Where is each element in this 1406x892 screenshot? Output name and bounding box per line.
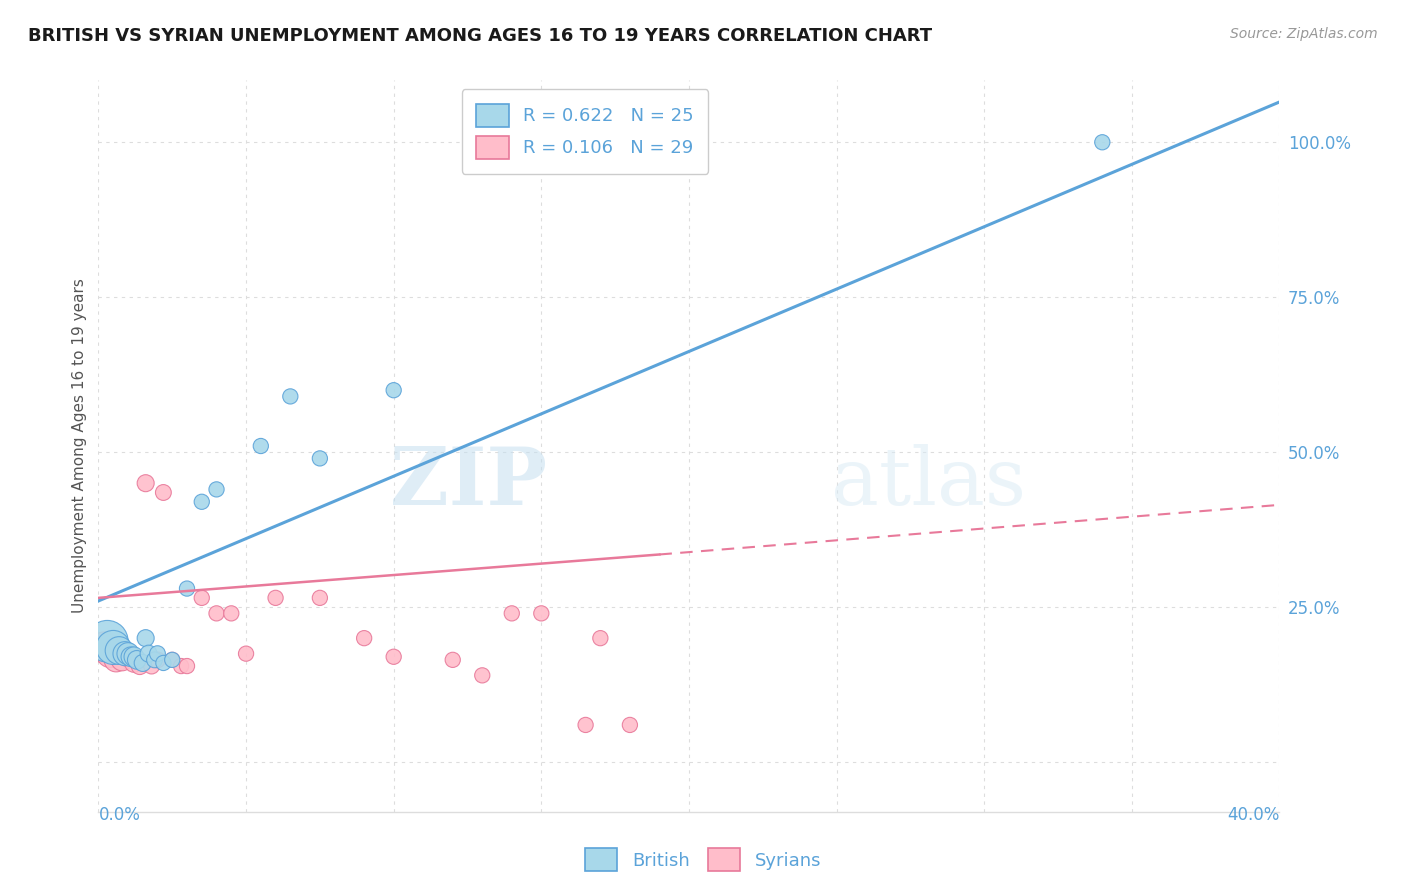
Point [205, 483, 228, 497]
Point [120, 649, 142, 664]
Point [176, 582, 198, 596]
Point [441, 653, 464, 667]
Point [250, 439, 273, 453]
Point [309, 591, 332, 605]
Point [382, 649, 405, 664]
Point [135, 631, 157, 645]
Point [128, 659, 150, 673]
Point [353, 631, 375, 645]
Text: ZIP: ZIP [391, 443, 547, 522]
Point [98, 647, 121, 661]
Point [589, 631, 612, 645]
Point [138, 647, 160, 661]
Point [152, 656, 174, 670]
Point [191, 495, 214, 509]
Point [152, 485, 174, 500]
Point [205, 607, 228, 621]
Point [108, 643, 131, 657]
Point [122, 649, 145, 664]
Point [132, 656, 155, 670]
Point [501, 607, 523, 621]
Point [135, 476, 157, 491]
Point [546, 135, 568, 149]
Text: 0.0%: 0.0% [98, 805, 141, 823]
Point [117, 647, 139, 661]
Point [170, 659, 193, 673]
Point [114, 647, 136, 661]
Point [125, 653, 148, 667]
Point [117, 649, 139, 664]
Text: atlas: atlas [831, 443, 1026, 522]
Point [146, 653, 169, 667]
Point [278, 389, 302, 403]
Point [309, 451, 332, 466]
Point [141, 659, 163, 673]
Text: 40.0%: 40.0% [1227, 805, 1279, 823]
Point [176, 659, 198, 673]
Point [530, 607, 553, 621]
Point [143, 653, 166, 667]
Point [122, 656, 145, 670]
Point [678, 135, 700, 149]
Point [96, 634, 118, 648]
Point [264, 591, 287, 605]
Text: BRITISH VS SYRIAN UNEMPLOYMENT AMONG AGES 16 TO 19 YEARS CORRELATION CHART: BRITISH VS SYRIAN UNEMPLOYMENT AMONG AGE… [28, 27, 932, 45]
Legend: R = 0.622   N = 25, R = 0.106   N = 29: R = 0.622 N = 25, R = 0.106 N = 29 [461, 89, 709, 174]
Point [574, 718, 596, 732]
Point [471, 668, 494, 682]
Point [162, 653, 183, 667]
Y-axis label: Unemployment Among Ages 16 to 19 years: Unemployment Among Ages 16 to 19 years [72, 278, 87, 614]
Point [1091, 135, 1114, 149]
Point [146, 647, 169, 661]
Point [191, 591, 214, 605]
Point [219, 607, 242, 621]
Point [162, 653, 183, 667]
Point [619, 718, 641, 732]
Point [382, 383, 405, 397]
Point [103, 640, 125, 655]
Point [111, 653, 134, 667]
Point [235, 647, 257, 661]
Point [93, 640, 115, 655]
Point [105, 653, 128, 667]
Legend: British, Syrians: British, Syrians [578, 841, 828, 879]
Text: Source: ZipAtlas.com: Source: ZipAtlas.com [1230, 27, 1378, 41]
